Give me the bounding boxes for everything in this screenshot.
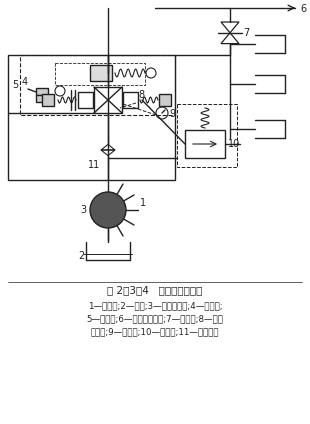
Text: 图 2－3－4   液压系统示意图: 图 2－3－4 液压系统示意图 — [107, 285, 203, 295]
Text: 10: 10 — [228, 139, 240, 149]
Bar — [8, 55, 175, 180]
Bar — [90, 65, 112, 81]
Bar — [177, 104, 237, 167]
Text: 8: 8 — [138, 90, 144, 100]
Bar — [159, 94, 171, 106]
Text: 6: 6 — [300, 4, 306, 14]
Bar — [36, 88, 48, 95]
Bar — [42, 94, 54, 106]
Bar — [36, 95, 48, 102]
Text: 换向阀;9—压力表;10—溢流阀;11—压力开关: 换向阀;9—压力表;10—溢流阀;11—压力开关 — [91, 327, 219, 337]
Text: 4: 4 — [22, 77, 28, 87]
Text: 5: 5 — [12, 80, 18, 90]
Bar — [78, 92, 93, 108]
Text: 1: 1 — [140, 198, 146, 208]
Text: 1—电动机;2—油箱;3—单级叶片泵;4—单向阀;: 1—电动机;2—油箱;3—单级叶片泵;4—单向阀; — [88, 301, 222, 310]
Text: 7: 7 — [243, 28, 249, 38]
Bar — [20, 55, 175, 115]
Text: 5—支承阀;6—通往工作油缸;7—截止阀;8—电液: 5—支承阀;6—通往工作油缸;7—截止阀;8—电液 — [86, 315, 224, 324]
Text: 9: 9 — [169, 109, 175, 119]
Bar — [55, 63, 145, 85]
Text: 2: 2 — [78, 251, 84, 261]
Text: 11: 11 — [88, 160, 100, 170]
Bar — [94, 87, 122, 113]
Bar — [123, 92, 138, 108]
Bar — [185, 130, 225, 158]
Circle shape — [90, 192, 126, 228]
Text: 3: 3 — [80, 205, 86, 215]
